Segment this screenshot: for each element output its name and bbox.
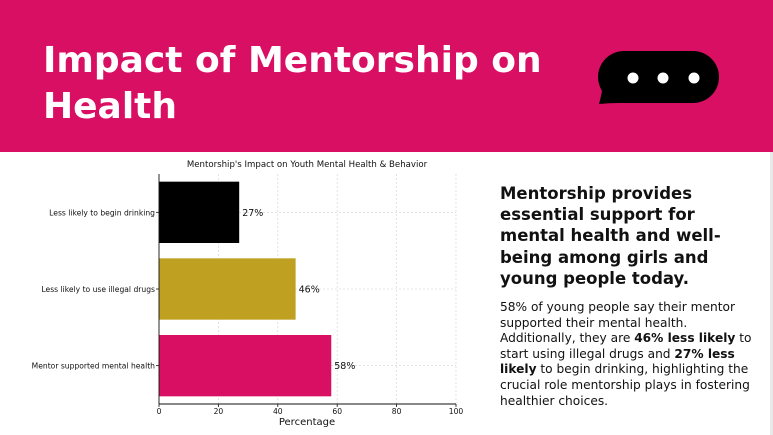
x-tick-label: 80 — [392, 407, 402, 416]
category-label: Less likely to begin drinking — [49, 208, 155, 217]
bar — [159, 335, 332, 397]
body-paragraph: 58% of young people say their mentor sup… — [500, 300, 755, 409]
bar-value-label: 58% — [334, 361, 355, 372]
body-text-emphasis: 27% less likely — [500, 346, 735, 377]
page-edge — [770, 152, 773, 435]
x-tick-label: 40 — [273, 407, 283, 416]
body-text-emphasis: 46% less likely — [634, 331, 736, 346]
body-text-part: to start using illegal drugs and — [500, 331, 752, 361]
chart: Mentorship's Impact on Youth Mental Heal… — [0, 152, 480, 435]
x-axis-label: Percentage — [279, 417, 335, 428]
headline: Mentorship provides essential support fo… — [500, 184, 721, 288]
category-label: Less likely to use illegal drugs — [41, 285, 155, 294]
chart-title: Mentorship's Impact on Youth Mental Heal… — [187, 160, 428, 170]
body-text-part: to begin drinking, highlighting the cruc… — [500, 362, 750, 408]
bar — [159, 258, 296, 320]
bar-value-label: 46% — [299, 285, 320, 296]
x-tick-label: 60 — [332, 407, 342, 416]
bar — [159, 181, 240, 243]
bar-chart: Mentorship's Impact on Youth Mental Heal… — [32, 160, 464, 428]
x-tick-label: 20 — [214, 407, 224, 416]
category-label: Mentor supported mental health — [32, 362, 156, 371]
bar-value-label: 27% — [242, 208, 263, 219]
chat-bubble-icon — [598, 51, 719, 104]
x-tick-label: 0 — [157, 407, 162, 416]
x-tick-label: 100 — [449, 407, 464, 416]
page-title: Impact of Mentorship on Health — [43, 40, 542, 127]
header-banner: Impact of Mentorship on Health — [0, 0, 773, 152]
body-text-part: 58% of young people say their mentor sup… — [500, 300, 736, 346]
